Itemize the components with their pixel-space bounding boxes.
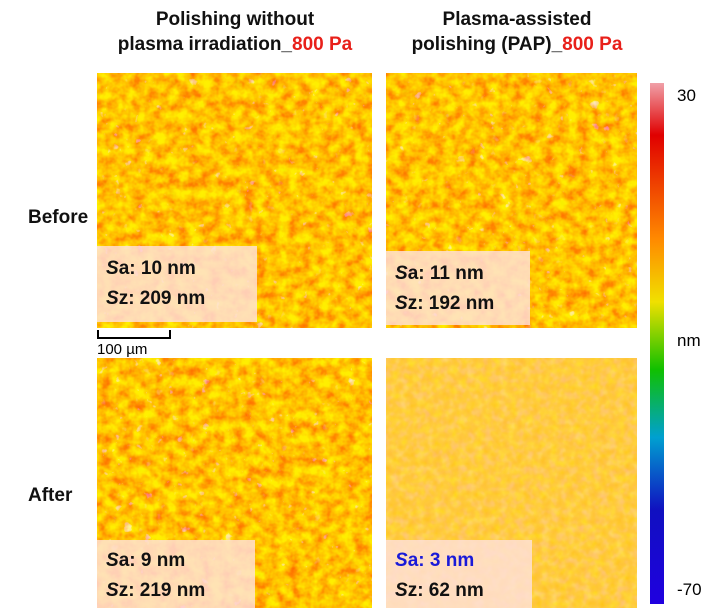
column-header: Plasma-assisted polishing (PAP)_800 Pa xyxy=(352,7,682,57)
sa-line: Sa: 11 nm xyxy=(395,259,494,289)
sz-value: 62 nm xyxy=(429,576,484,606)
sa-line: Sa: 3 nm xyxy=(395,546,484,576)
colorbar-text: -70 xyxy=(677,580,702,599)
scale-text: 100 µm xyxy=(97,341,147,358)
header-line: Polishing without xyxy=(156,9,314,30)
colorbar-label: -70 xyxy=(677,580,702,600)
row-label: Before xyxy=(28,207,88,229)
colorbar-text: 30 xyxy=(677,86,696,105)
sa-label: Sa: xyxy=(395,546,425,576)
sa-value: 9 nm xyxy=(141,546,185,576)
row-label: After xyxy=(28,485,72,507)
row-text: After xyxy=(28,485,72,506)
sa-value: 10 nm xyxy=(141,254,196,284)
sz-line: Sz: 209 nm xyxy=(106,284,205,314)
sa-label: Sa: xyxy=(106,546,136,576)
colorbar-label: nm xyxy=(677,331,701,351)
sz-label: Sz: xyxy=(106,284,135,314)
sz-value: 219 nm xyxy=(140,576,205,606)
sz-value: 192 nm xyxy=(429,289,494,319)
sz-line: Sz: 192 nm xyxy=(395,289,494,319)
sa-line: Sa: 10 nm xyxy=(106,254,205,284)
sz-label: Sz: xyxy=(395,289,424,319)
page: {"columns":[{"line1":"Polishing without"… xyxy=(0,0,709,610)
sz-label: Sz: xyxy=(395,576,424,606)
column-header: Polishing without plasma irradiation_800 … xyxy=(70,7,400,57)
sz-line: Sz: 62 nm xyxy=(395,576,484,606)
colorbar-text: nm xyxy=(677,331,701,350)
header-line: plasma irradiation_ xyxy=(118,34,292,55)
sa-label: Sa: xyxy=(106,254,136,284)
sa-value: 3 nm xyxy=(430,546,474,576)
row-text: Before xyxy=(28,207,88,228)
header-line: Plasma-assisted xyxy=(443,9,592,30)
sa-label: Sa: xyxy=(395,259,425,289)
sz-line: Sz: 219 nm xyxy=(106,576,205,606)
header-line: polishing (PAP)_ xyxy=(412,34,563,55)
colorbar-label: 30 xyxy=(677,86,696,106)
pressure: 800 Pa xyxy=(562,34,622,55)
colorbar xyxy=(650,83,664,604)
scale-bar xyxy=(98,330,170,338)
sa-line: Sa: 9 nm xyxy=(106,546,205,576)
sz-value: 209 nm xyxy=(140,284,205,314)
scale-label: 100 µm xyxy=(97,341,147,358)
sz-label: Sz: xyxy=(106,576,135,606)
pressure: 800 Pa xyxy=(292,34,352,55)
sa-value: 11 nm xyxy=(430,259,484,289)
